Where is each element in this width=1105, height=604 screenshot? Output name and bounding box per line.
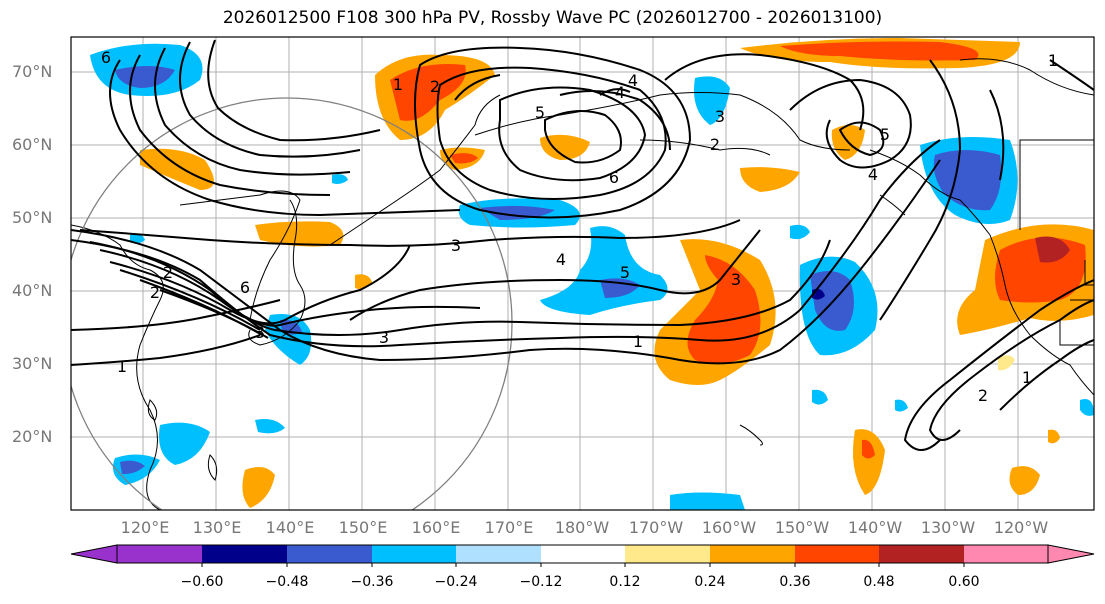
contour-label: 2 (710, 135, 720, 154)
figure-title: 2026012500 F108 300 hPa PV, Rossby Wave … (222, 8, 883, 28)
colorbar-segment (964, 545, 1048, 563)
contour-label: 6 (101, 48, 111, 67)
colorbar-tick-label: −0.24 (434, 574, 478, 590)
colorbar-segment (202, 545, 287, 563)
colorbar-tick-label: 0.60 (948, 574, 980, 590)
contour-lines (71, 39, 1094, 451)
contour-label: 2 (430, 77, 440, 96)
lon-label: 120°E (120, 518, 170, 537)
contour-label: 5 (880, 125, 890, 144)
colorbar-tick-label: −0.48 (265, 574, 309, 590)
colorbar-tick-label: 0.36 (779, 574, 811, 590)
lat-label: 70°N (12, 62, 53, 81)
contour-label: 1 (633, 332, 643, 351)
lat-label: 30°N (12, 354, 53, 373)
lat-label: 60°N (12, 135, 53, 154)
negative-anomaly-shading (90, 43, 1094, 510)
colorbar-extend-low (70, 544, 118, 564)
contour-label: 1 (1022, 368, 1032, 387)
contour-label: 1 (117, 357, 127, 376)
lat-label: 50°N (12, 208, 53, 227)
contour-label: 2 (150, 283, 160, 302)
lon-label: 180°W (554, 518, 610, 537)
gridlines (71, 37, 1094, 510)
contour-label: 3 (731, 270, 741, 289)
contour-label: 4 (615, 83, 625, 102)
colorbar-tick-label: −0.12 (519, 574, 563, 590)
contour-label: 1 (1048, 51, 1058, 70)
contour-label: 6 (609, 168, 619, 187)
lon-label: 130°W (920, 518, 976, 537)
lon-label: 120°W (993, 518, 1049, 537)
lon-label: 160°E (411, 518, 461, 537)
contour-label: 2 (163, 263, 173, 282)
lon-label: 150°E (338, 518, 388, 537)
colorbar (70, 544, 1095, 567)
colorbar-tick-label: −0.60 (180, 574, 224, 590)
contour-label: 1 (393, 75, 403, 94)
contour-label: 4 (556, 250, 566, 269)
colorbar-segment (710, 545, 795, 563)
contour-label: 5 (535, 103, 545, 122)
colorbar-segment (625, 545, 710, 563)
lat-label: 40°N (12, 281, 53, 300)
colorbar-segment (541, 545, 625, 563)
colorbar-tick-label: 0.12 (609, 574, 641, 590)
contour-label: 3 (379, 328, 389, 347)
contour-label: 4 (868, 165, 878, 184)
colorbar-tick-label: −0.36 (350, 574, 394, 590)
lat-label: 20°N (12, 427, 53, 446)
contour-label: 3 (255, 323, 265, 342)
contour-label: 3 (451, 236, 461, 255)
lon-label: 130°E (192, 518, 242, 537)
colorbar-segment (287, 545, 372, 563)
colorbar-segment (372, 545, 456, 563)
colorbar-segment (117, 545, 202, 563)
lon-label: 170°E (484, 518, 534, 537)
lon-label: 170°W (628, 518, 684, 537)
colorbar-segment (795, 545, 879, 563)
contour-label: 4 (628, 71, 638, 90)
lon-label: 140°E (265, 518, 315, 537)
contour-label: 6 (240, 278, 250, 297)
colorbar-extend-high (1047, 544, 1095, 564)
lon-label: 140°W (847, 518, 903, 537)
colorbar-tick-label: 0.24 (694, 574, 726, 590)
colorbar-segment (456, 545, 541, 563)
reference-circle (71, 97, 513, 510)
colorbar-tick-label: 0.48 (863, 574, 895, 590)
lon-label: 160°W (701, 518, 757, 537)
lon-label: 150°W (774, 518, 830, 537)
contour-label: 3 (715, 107, 725, 126)
map-frame (70, 36, 1095, 511)
contour-label: 2 (978, 386, 988, 405)
contour-label: 5 (620, 263, 630, 282)
colorbar-segment (879, 545, 964, 563)
contour-labels: 6 1 2 4 5 3 6 5 4 3 2 6 3 1 1 2 3 4 5 2 … (101, 48, 1058, 405)
